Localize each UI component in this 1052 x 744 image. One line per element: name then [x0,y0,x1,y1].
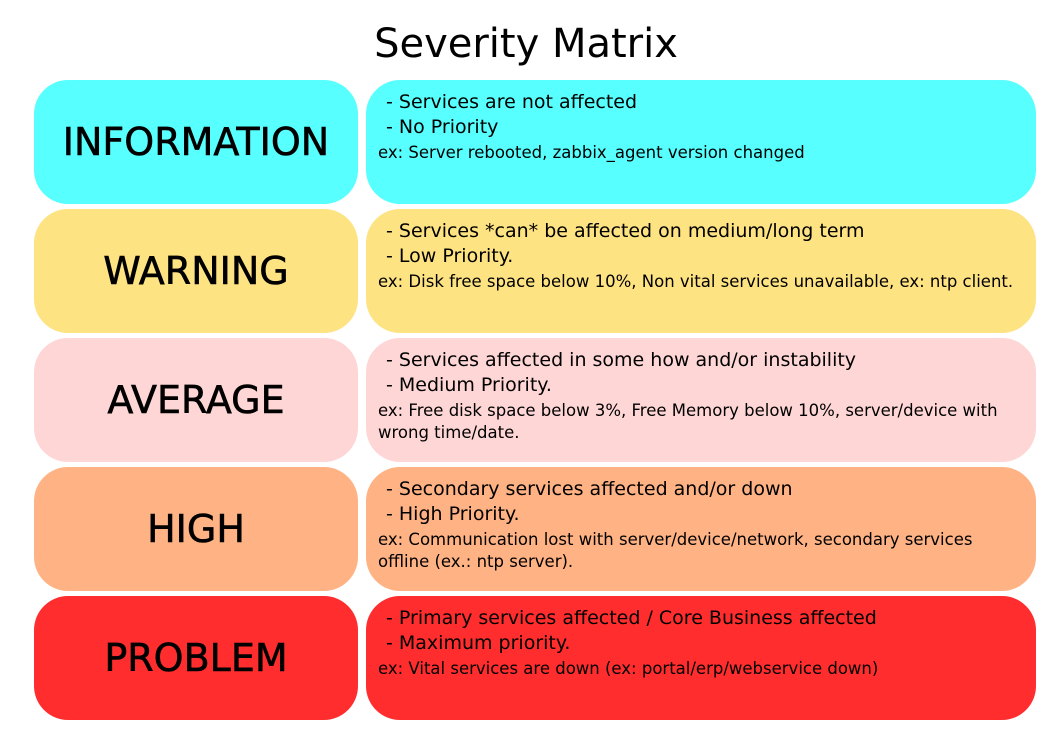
severity-description-information: - Services are not affected - No Priorit… [366,80,1036,204]
example-text: ex: Free disk space below 3%, Free Memor… [378,401,998,442]
severity-description-warning: - Services *can* be affected on medium/l… [366,209,1036,333]
severity-row-information: INFORMATION - Services are not affected … [34,80,1036,204]
severity-row-average: AVERAGE - Services affected in some how … [34,338,1036,462]
priority-line: - No Priority [386,116,499,138]
example-text: ex: Communication lost with server/devic… [378,530,973,571]
priority-line: - Medium Priority. [386,374,552,396]
severity-label-warning: WARNING [34,209,358,333]
priority-line: - High Priority. [386,503,520,525]
severity-row-high: HIGH - Secondary services affected and/o… [34,467,1036,591]
impact-line: - Services *can* be affected on medium/l… [386,220,865,242]
severity-label-high: HIGH [34,467,358,591]
severity-label-average: AVERAGE [34,338,358,462]
page-title: Severity Matrix [374,21,678,67]
example-text: ex: Disk free space below 10%, Non vital… [378,272,1014,291]
severity-row-problem: PROBLEM - Primary services affected / Co… [34,596,1036,720]
priority-line: - Low Priority. [386,245,514,267]
severity-label-information: INFORMATION [34,80,358,204]
priority-line: - Maximum priority. [386,632,571,654]
severity-label-problem: PROBLEM [34,596,358,720]
impact-line: - Services affected in some how and/or i… [386,349,857,371]
example-text: ex: Vital services are down (ex: portal/… [378,659,879,678]
impact-line: - Services are not affected [386,91,638,113]
severity-description-problem: - Primary services affected / Core Busin… [366,596,1036,720]
impact-line: - Secondary services affected and/or dow… [386,478,793,500]
severity-description-high: - Secondary services affected and/or dow… [366,467,1036,591]
severity-row-warning: WARNING - Services *can* be affected on … [34,209,1036,333]
example-text: ex: Server rebooted, zabbix_agent versio… [378,143,805,162]
impact-line: - Primary services affected / Core Busin… [386,607,877,629]
severity-description-average: - Services affected in some how and/or i… [366,338,1036,462]
